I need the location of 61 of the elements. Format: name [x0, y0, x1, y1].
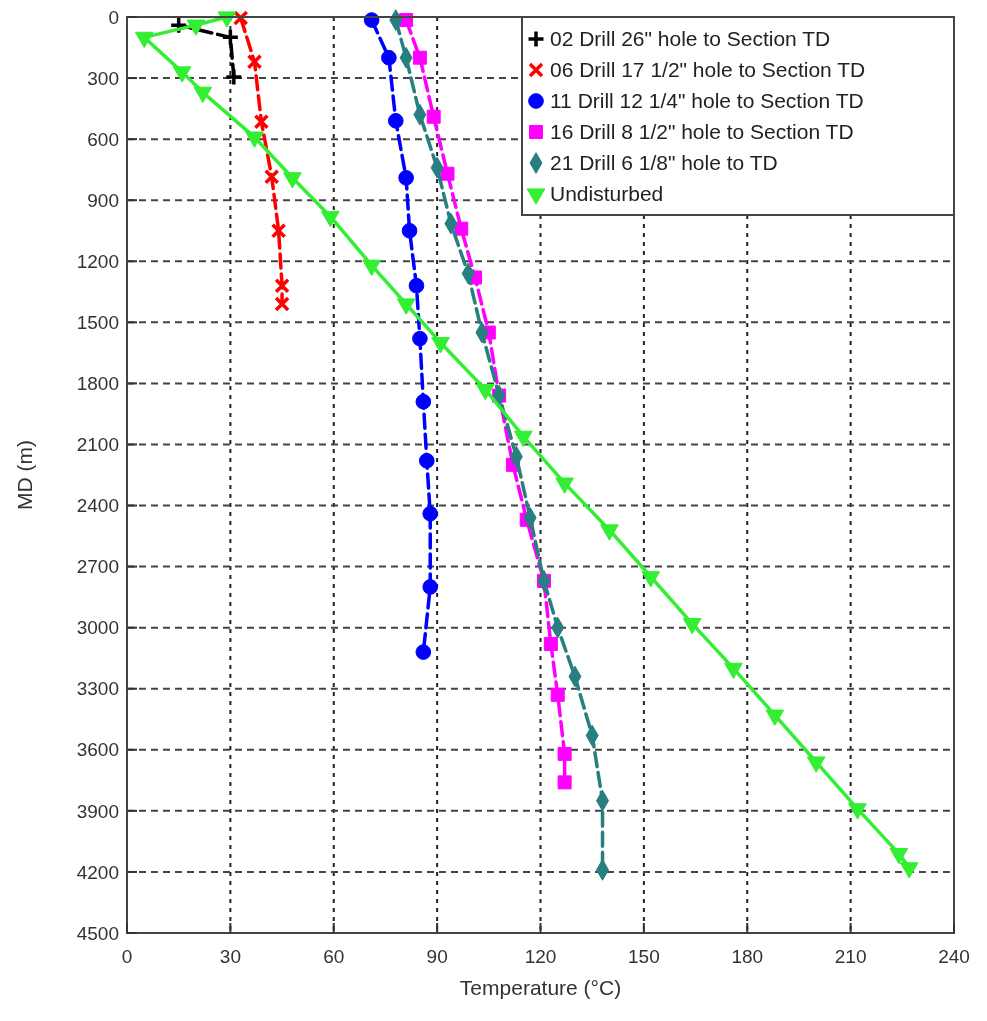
- y-tick-label: 900: [87, 189, 119, 211]
- y-tick-label: 600: [87, 128, 119, 150]
- point: [169, 15, 188, 35]
- point: [387, 113, 404, 129]
- point: [557, 775, 572, 790]
- point: [398, 169, 414, 186]
- point: [270, 222, 287, 239]
- point: [415, 393, 432, 410]
- point: [422, 579, 439, 595]
- y-tick-label: 3900: [76, 800, 119, 822]
- point: [440, 166, 455, 181]
- point: [412, 330, 428, 347]
- x-axis-title: Temperature (°C): [459, 976, 622, 999]
- x-tick-label: 150: [628, 946, 660, 967]
- legend-label: Undisturbed: [550, 182, 664, 206]
- legend-label: 06 Drill 17 1/2" hole to Section TD: [550, 58, 866, 82]
- y-tick-label: 1500: [76, 311, 119, 333]
- x-tick-label: 60: [323, 946, 345, 967]
- point: [550, 687, 565, 702]
- y-tick-label: 1800: [76, 373, 119, 395]
- x-tick-label: 120: [524, 946, 557, 967]
- y-tick-label: 3000: [76, 617, 119, 639]
- y-axis-title: MD (m): [13, 440, 36, 510]
- point: [401, 222, 418, 239]
- point: [426, 109, 441, 124]
- point: [221, 28, 240, 47]
- point: [263, 169, 280, 185]
- x-tick-label: 90: [426, 946, 448, 967]
- point: [422, 505, 439, 522]
- x-tick-label: 0: [121, 946, 133, 967]
- legend-label: 11 Drill 12 1/4" hole to Section TD: [550, 89, 864, 113]
- y-tick-label: 4500: [76, 922, 119, 944]
- y-tick-label: 1200: [76, 250, 119, 272]
- y-tick-label: 3300: [76, 678, 119, 700]
- y-tick-label: 300: [87, 67, 119, 89]
- y-tick-label: 3600: [76, 739, 119, 761]
- x-tick-label: 210: [834, 946, 867, 967]
- y-tick-label: 2100: [76, 434, 119, 456]
- point: [224, 67, 244, 87]
- x-tick-label: 30: [219, 946, 241, 967]
- point: [274, 277, 290, 294]
- point: [253, 114, 270, 130]
- y-tick-label: 2700: [76, 556, 119, 578]
- point: [408, 277, 425, 294]
- point: [418, 452, 435, 469]
- y-tick-label: 4200: [76, 861, 119, 883]
- point: [412, 50, 427, 65]
- y-tick-label: 2400: [76, 495, 119, 517]
- x-tick-label: 180: [731, 946, 764, 967]
- point: [557, 746, 572, 761]
- legend-label: 16 Drill 8 1/2" hole to Section TD: [550, 120, 854, 144]
- y-tick-label: 0: [108, 6, 119, 28]
- point: [232, 10, 249, 26]
- point: [274, 296, 290, 312]
- point: [246, 54, 263, 70]
- x-tick-label: 240: [938, 946, 970, 967]
- point: [543, 636, 558, 651]
- point: [381, 49, 397, 66]
- legend-label: 02 Drill 26" hole to Section TD: [550, 27, 831, 51]
- point: [415, 644, 432, 660]
- legend-label: 21 Drill 6 1/8" hole to TD: [550, 151, 778, 175]
